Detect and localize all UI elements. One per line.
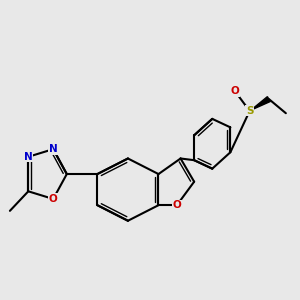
Text: O: O <box>230 86 239 96</box>
Text: O: O <box>172 200 181 210</box>
Text: N: N <box>24 152 33 162</box>
Text: S: S <box>246 106 253 116</box>
Polygon shape <box>251 97 270 110</box>
Text: O: O <box>49 194 58 204</box>
Text: N: N <box>49 144 58 154</box>
